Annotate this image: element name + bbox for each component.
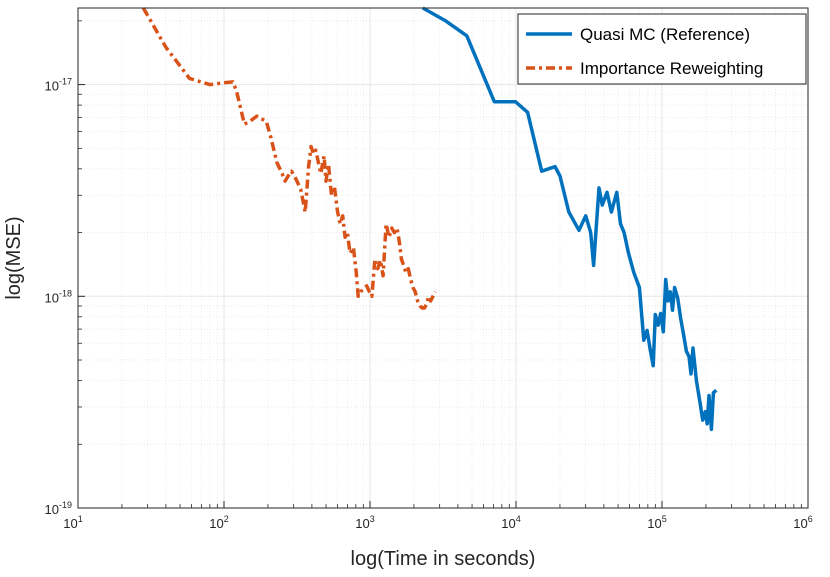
series-layer bbox=[141, 6, 718, 432]
y-tick-label-base: 10 bbox=[45, 502, 59, 517]
x-tick-label-exponent: 4 bbox=[516, 514, 521, 524]
y-tick-label: 10-17 bbox=[45, 77, 72, 94]
x-tick-label-exponent: 5 bbox=[662, 514, 667, 524]
y-tick-label-base: 10 bbox=[45, 79, 59, 94]
x-tick-label: 105 bbox=[647, 514, 666, 531]
x-tick-labels: 101 102 103 104 105 106 bbox=[63, 514, 812, 531]
x-tick-label: 106 bbox=[793, 514, 812, 531]
x-tick-label-base: 10 bbox=[501, 516, 515, 531]
x-tick-label-exponent: 2 bbox=[224, 514, 229, 524]
x-axis-label: log(Time in seconds) bbox=[351, 548, 536, 570]
plot-area bbox=[78, 8, 808, 508]
x-tick-label-exponent: 1 bbox=[78, 514, 83, 524]
legend-label-importance-reweighting: Importance Reweighting bbox=[580, 59, 763, 78]
x-tick-label: 102 bbox=[209, 514, 228, 531]
y-tick-label-exponent: -18 bbox=[59, 288, 72, 298]
legend-label-quasi-mc: Quasi MC (Reference) bbox=[580, 25, 750, 44]
x-tick-label-base: 10 bbox=[647, 516, 661, 531]
x-tick-label: 103 bbox=[355, 514, 374, 531]
y-tick-label: 10-19 bbox=[45, 500, 72, 517]
axis-ticks bbox=[77, 20, 809, 509]
legend: Quasi MC (Reference) Importance Reweight… bbox=[517, 13, 807, 85]
x-tick-label-base: 10 bbox=[209, 516, 223, 531]
legend-box bbox=[517, 13, 807, 85]
series-line-importance-reweighting bbox=[141, 7, 437, 310]
x-tick-label: 101 bbox=[63, 514, 82, 531]
x-tick-label-exponent: 3 bbox=[370, 514, 375, 524]
y-tick-label: 10-18 bbox=[45, 288, 72, 305]
y-axis-label: log(MSE) bbox=[3, 216, 25, 299]
y-tick-label-exponent: -17 bbox=[59, 77, 72, 87]
x-tick-label-base: 10 bbox=[355, 516, 369, 531]
y-tick-label-base: 10 bbox=[45, 290, 59, 305]
x-tick-label-exponent: 6 bbox=[808, 514, 813, 524]
x-tick-label-base: 10 bbox=[793, 516, 807, 531]
series-line-quasi-mc-reference bbox=[421, 6, 718, 432]
x-tick-label: 104 bbox=[501, 514, 520, 531]
minor-grid bbox=[78, 8, 808, 508]
plot-frame bbox=[77, 7, 809, 509]
y-tick-label-exponent: -19 bbox=[59, 500, 72, 510]
x-tick-label-base: 10 bbox=[63, 516, 77, 531]
